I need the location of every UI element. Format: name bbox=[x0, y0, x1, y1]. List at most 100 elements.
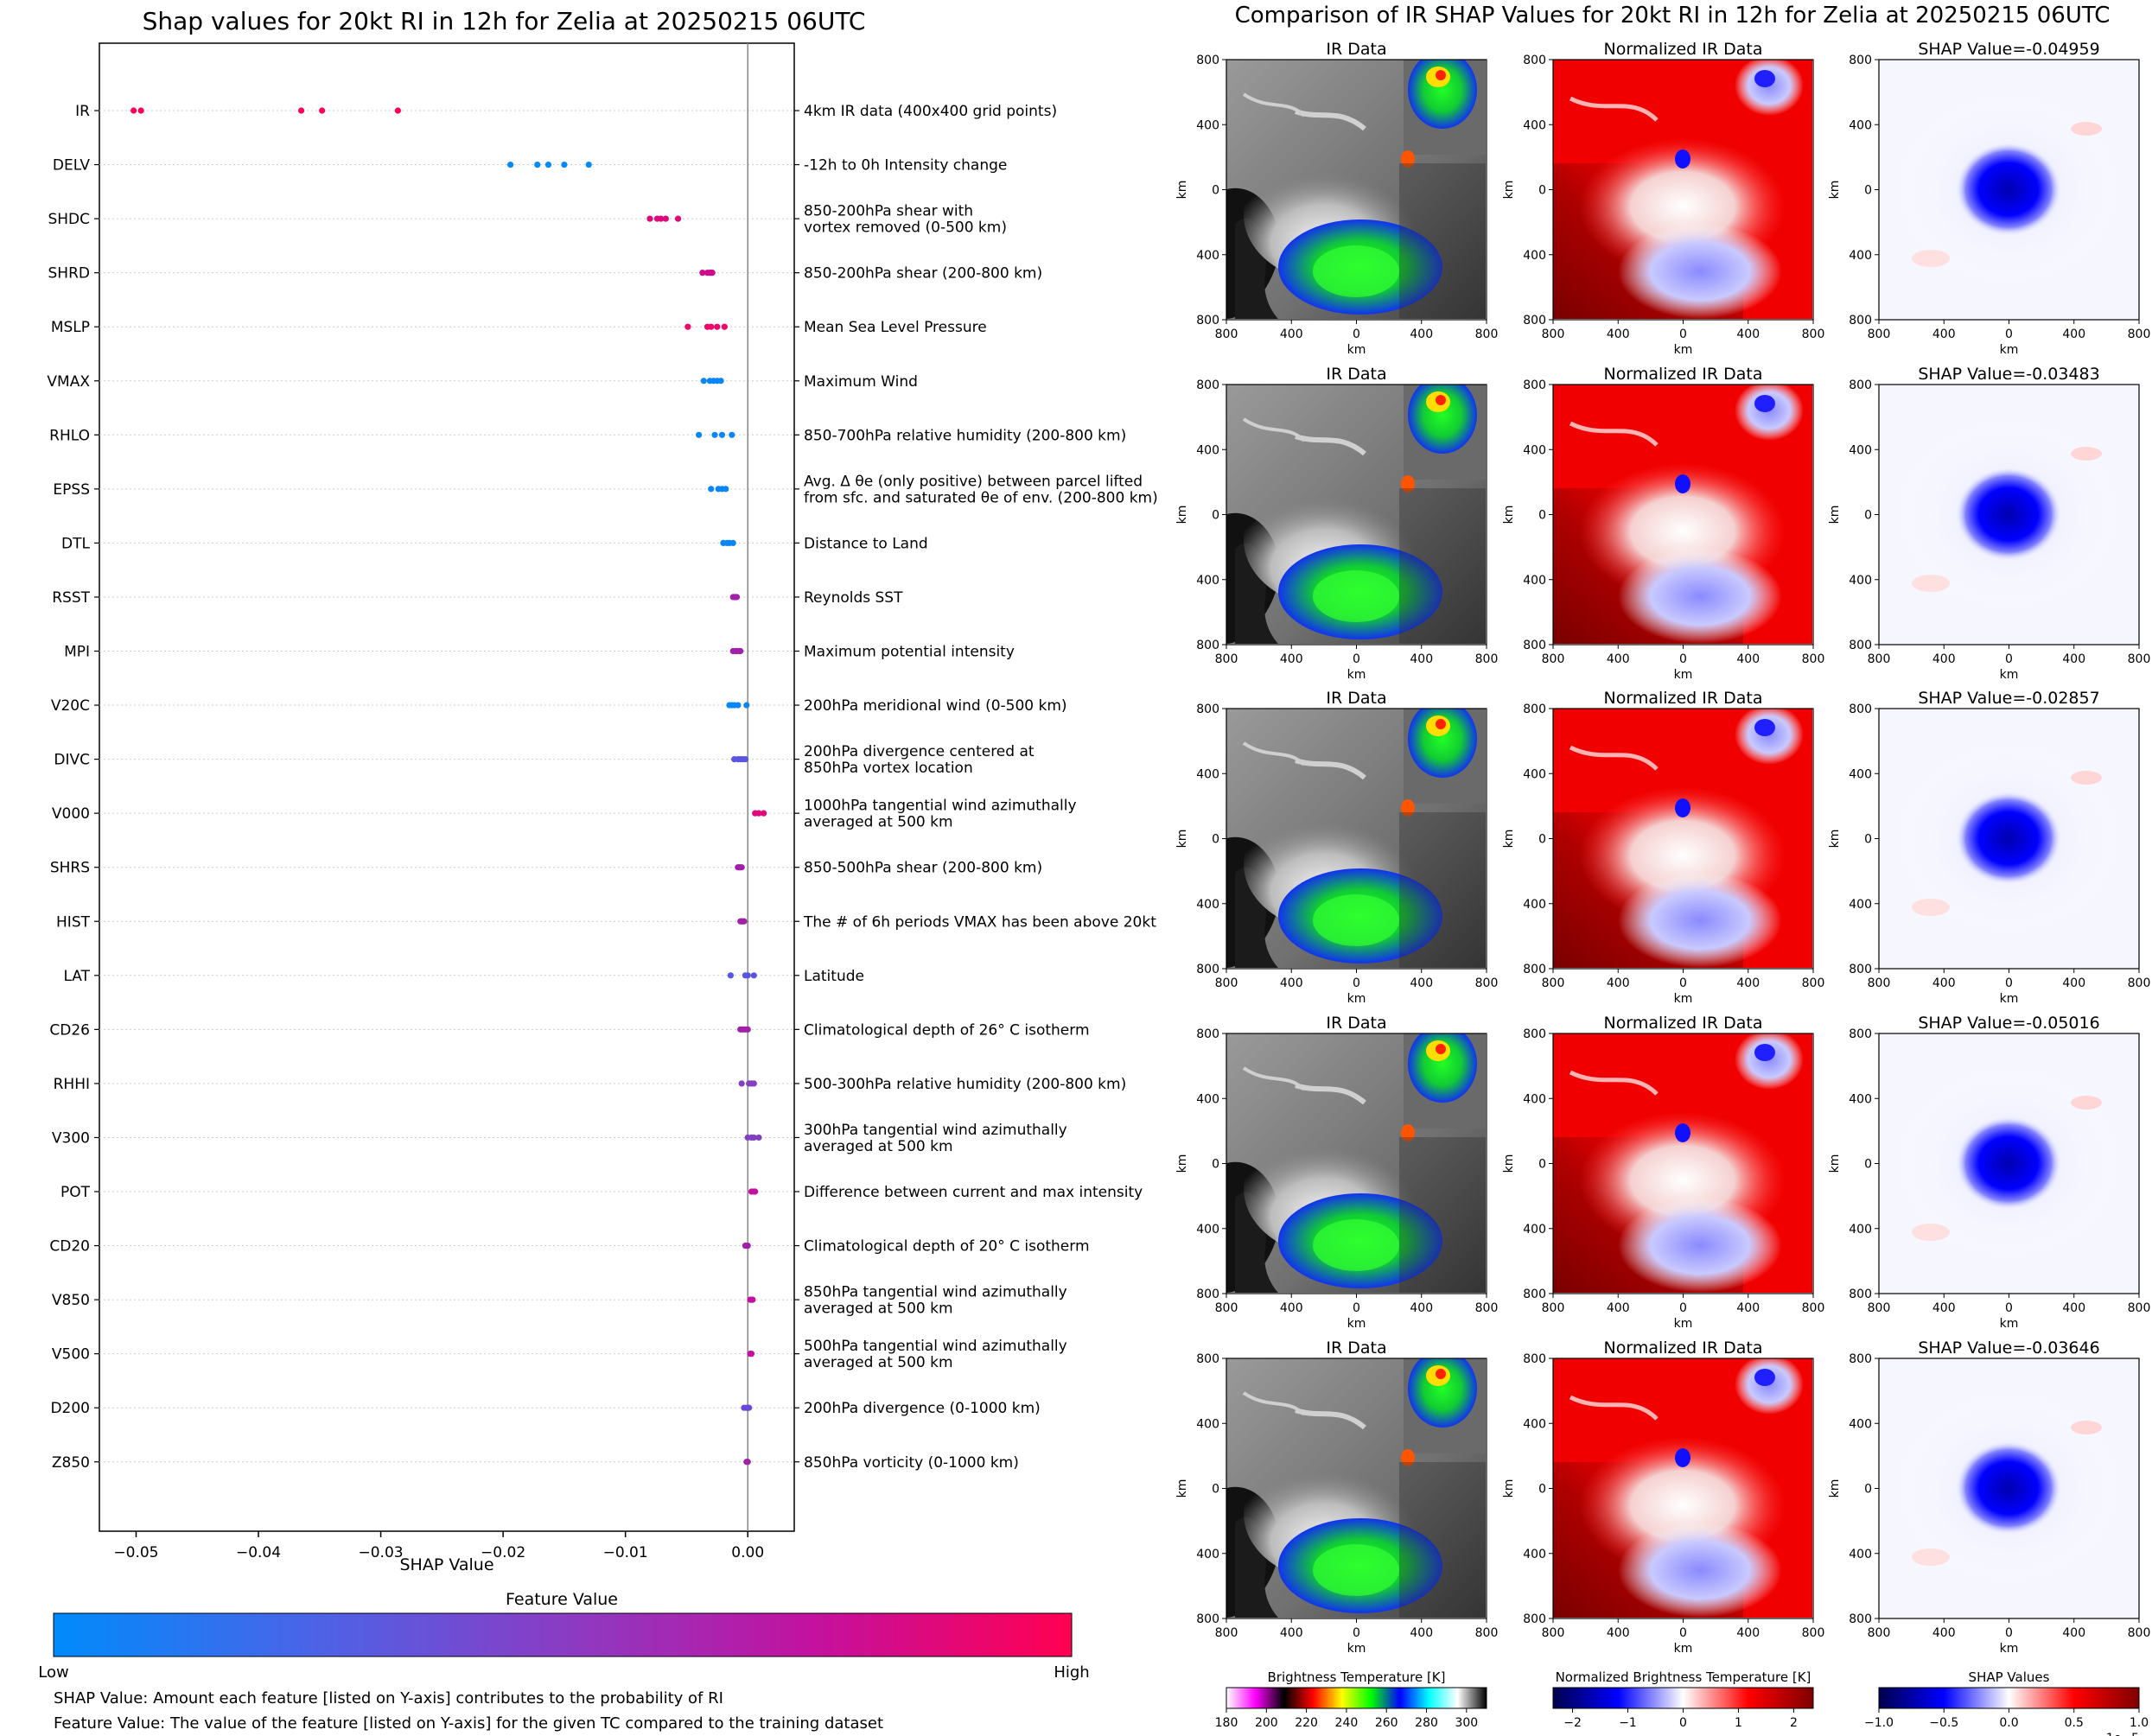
normalized-temperature-colorbar bbox=[1552, 1687, 1814, 1709]
y-tick-label: 0 bbox=[1864, 1158, 1872, 1172]
comparison-title: Comparison of IR SHAP Values for 20kt RI… bbox=[1235, 3, 2111, 29]
x-tick-label: 800 bbox=[1475, 652, 1499, 666]
y-tick-label: 400 bbox=[1523, 249, 1546, 263]
feature-description-shdc: vortex removed (0-500 km) bbox=[804, 219, 1007, 237]
x-axis-label: km bbox=[1674, 1317, 1693, 1331]
shap-point-v850 bbox=[749, 1296, 756, 1303]
shap-point-divc bbox=[742, 756, 748, 763]
feature-description-cd20: Climatological depth of 20° C isotherm bbox=[804, 1238, 1090, 1256]
x-tick-label: 800 bbox=[1215, 652, 1238, 666]
shap-point-v20c bbox=[735, 702, 742, 709]
colorbar-tick-label: 2 bbox=[1790, 1716, 1798, 1730]
shap-heatmap bbox=[1879, 1358, 2139, 1618]
x-tick-label: 400 bbox=[1280, 1301, 1303, 1315]
shap-point-v500 bbox=[748, 1351, 755, 1358]
shap-point-rhlo bbox=[718, 431, 726, 438]
shap-point-shrd bbox=[709, 270, 716, 277]
x-tick-label: 800 bbox=[2128, 976, 2151, 990]
y-axis-label: km bbox=[1502, 1154, 1516, 1173]
shap-point-shdc bbox=[662, 215, 669, 222]
y-tick-label: 800 bbox=[1849, 314, 1872, 327]
colorbar-tick-label: 0.0 bbox=[1999, 1716, 2018, 1730]
feature-description-v20c: 200hPa meridional wind (0-500 km) bbox=[804, 697, 1067, 715]
y-axis-label: km bbox=[1175, 1154, 1189, 1173]
x-axis-label: km bbox=[1347, 1642, 1366, 1656]
feature-description-d200: 200hPa divergence (0-1000 km) bbox=[804, 1400, 1041, 1417]
feature-descriptions: 4km IR data (400x400 grid points) -12h to… bbox=[794, 103, 1158, 1472]
x-tick-label: −0.03 bbox=[359, 1544, 404, 1561]
feature-description-v850: averaged at 500 km bbox=[804, 1300, 953, 1318]
x-tick-label: 400 bbox=[1280, 1626, 1303, 1640]
colorbar-tick-label: 260 bbox=[1375, 1716, 1398, 1730]
beeswarm-title: Shap values for 20kt RI in 12h for Zelia… bbox=[143, 7, 866, 35]
x-tick-label: 400 bbox=[1410, 976, 1433, 990]
y-axis-label: km bbox=[1828, 830, 1842, 849]
x-tick-label: 800 bbox=[2128, 1301, 2151, 1315]
x-axis-label: km bbox=[2000, 343, 2019, 357]
colorbar-tick-label: 1 bbox=[1735, 1716, 1742, 1730]
y-tick-label: 800 bbox=[1523, 54, 1546, 67]
feature-name-cd26: CD26 bbox=[49, 1021, 90, 1039]
row-gridlines bbox=[99, 110, 794, 1463]
colorbar-tick-label: 220 bbox=[1295, 1716, 1318, 1730]
y-tick-label: 400 bbox=[1849, 574, 1872, 588]
shap-point-mslp bbox=[684, 323, 691, 330]
y-tick-label: 400 bbox=[1523, 574, 1546, 588]
shap-point-rhlo bbox=[695, 431, 703, 438]
y-tick-label: 800 bbox=[1849, 1352, 1872, 1366]
x-axis-label: km bbox=[1674, 668, 1693, 682]
shap-point-d200 bbox=[746, 1404, 753, 1411]
x-tick-label: 0.00 bbox=[731, 1544, 764, 1561]
feature-description-v850: 850hPa tangential wind azimuthally bbox=[804, 1284, 1067, 1301]
feature-name-rhhi: RHHI bbox=[54, 1076, 90, 1093]
x-tick-label: 800 bbox=[1215, 976, 1238, 990]
y-tick-label: 400 bbox=[1849, 1417, 1872, 1431]
x-tick-label: 400 bbox=[1607, 976, 1630, 990]
feature-description-divc: 200hPa divergence centered at bbox=[804, 743, 1035, 760]
shap-point-v000 bbox=[755, 810, 762, 817]
x-axis-label: km bbox=[2000, 992, 2019, 1006]
shap-heatmap bbox=[1879, 1033, 2139, 1294]
y-tick-label: 400 bbox=[1196, 249, 1219, 263]
feature-name-vmax: VMAX bbox=[47, 373, 90, 391]
image-grid: IR Data80080040040000400400800800kmkmNor… bbox=[1175, 40, 2150, 1656]
x-axis-label: km bbox=[1347, 992, 1366, 1006]
shap-point-mpi bbox=[737, 647, 744, 655]
y-tick-label: 400 bbox=[1849, 118, 1872, 132]
x-tick-label: 800 bbox=[1475, 1626, 1499, 1640]
y-tick-label: 800 bbox=[1196, 314, 1219, 327]
image-panel: SHAP Value=-0.02857800800400400004004008… bbox=[1828, 689, 2150, 1006]
feature-name-hist: HIST bbox=[56, 913, 91, 931]
shap-points bbox=[131, 107, 767, 1466]
shap-point-shdc bbox=[674, 215, 682, 222]
shap-heatmap bbox=[1879, 60, 2139, 320]
feature-description-rsst: Reynolds SST bbox=[804, 589, 903, 607]
ir-image bbox=[1226, 376, 1486, 644]
x-tick-label: 800 bbox=[1542, 327, 1565, 341]
x-axis-label: SHAP Value bbox=[399, 1555, 493, 1574]
image-panel: SHAP Value=-0.03483800800400400004004008… bbox=[1828, 365, 2150, 682]
y-tick-label: 400 bbox=[1523, 118, 1546, 132]
y-tick-label: 800 bbox=[1196, 1027, 1219, 1041]
x-tick-label: 800 bbox=[1475, 327, 1499, 341]
image-panel: SHAP Value=-0.05016800800400400004004008… bbox=[1828, 1014, 2150, 1331]
y-tick-label: 0 bbox=[1538, 1483, 1546, 1497]
x-tick-label: 0 bbox=[2005, 652, 2013, 666]
shap-point-cd26 bbox=[744, 1026, 751, 1033]
feature-name-divc: DIVC bbox=[54, 752, 90, 769]
ir-data-title: IR Data bbox=[1326, 1014, 1386, 1033]
x-tick-label: 400 bbox=[1410, 1626, 1433, 1640]
feature-description-divc: 850hPa vortex location bbox=[804, 760, 973, 777]
shap-point-rhlo bbox=[729, 431, 735, 438]
x-tick-label: 800 bbox=[1215, 1301, 1238, 1315]
shap-point-cd20 bbox=[744, 1242, 751, 1250]
x-axis-label: km bbox=[2000, 1642, 2019, 1656]
x-tick-label: 0 bbox=[1353, 652, 1360, 666]
y-tick-label: 400 bbox=[1849, 1092, 1872, 1106]
feature-description-rhhi: 500-300hPa relative humidity (200-800 km… bbox=[804, 1076, 1126, 1093]
feature-name-epss: EPSS bbox=[53, 481, 90, 499]
shap-value-title: SHAP Value=-0.03483 bbox=[1918, 365, 2099, 384]
feature-name-cd20: CD20 bbox=[49, 1238, 90, 1256]
x-tick-label: 800 bbox=[1868, 976, 1891, 990]
